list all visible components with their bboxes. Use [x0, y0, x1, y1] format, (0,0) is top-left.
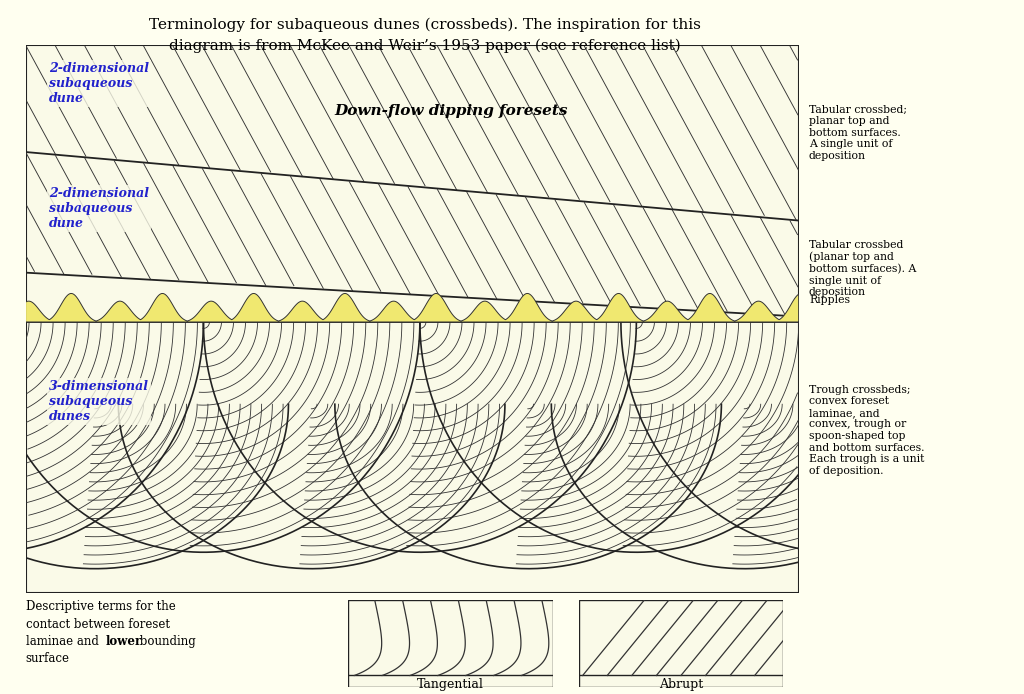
- Text: diagram is from McKee and Weir’s 1953 paper (see reference list): diagram is from McKee and Weir’s 1953 pa…: [169, 38, 681, 53]
- Text: contact between foreset: contact between foreset: [26, 618, 170, 631]
- Text: Descriptive terms for the: Descriptive terms for the: [26, 600, 175, 613]
- Text: Terminology for subaqueous dunes (crossbeds). The inspiration for this: Terminology for subaqueous dunes (crossb…: [150, 17, 700, 32]
- Text: laminae and: laminae and: [26, 635, 102, 648]
- Text: 2-dimensional
subaqueous
dune: 2-dimensional subaqueous dune: [49, 187, 148, 230]
- Text: lower: lower: [105, 635, 141, 648]
- Text: 3-dimensional
subaqueous
dunes: 3-dimensional subaqueous dunes: [49, 380, 148, 423]
- Text: Trough crossbeds;
convex foreset
laminae, and
convex, trough or
spoon-shaped top: Trough crossbeds; convex foreset laminae…: [809, 384, 925, 476]
- Text: Tangential: Tangential: [417, 677, 484, 691]
- Text: Tabular crossbed;
planar top and
bottom surfaces.
A single unit of
deposition: Tabular crossbed; planar top and bottom …: [809, 105, 907, 161]
- Text: surface: surface: [26, 652, 70, 666]
- Text: 2-dimensional
subaqueous
dune: 2-dimensional subaqueous dune: [49, 62, 148, 105]
- Text: Tabular crossbed
(planar top and
bottom surfaces). A
single unit of
deposition: Tabular crossbed (planar top and bottom …: [809, 240, 916, 297]
- Text: Ripples: Ripples: [809, 295, 850, 305]
- Text: Down-flow dipping foresets: Down-flow dipping foresets: [334, 104, 567, 118]
- Polygon shape: [26, 294, 799, 322]
- Text: bounding: bounding: [136, 635, 196, 648]
- Text: Abrupt: Abrupt: [658, 677, 703, 691]
